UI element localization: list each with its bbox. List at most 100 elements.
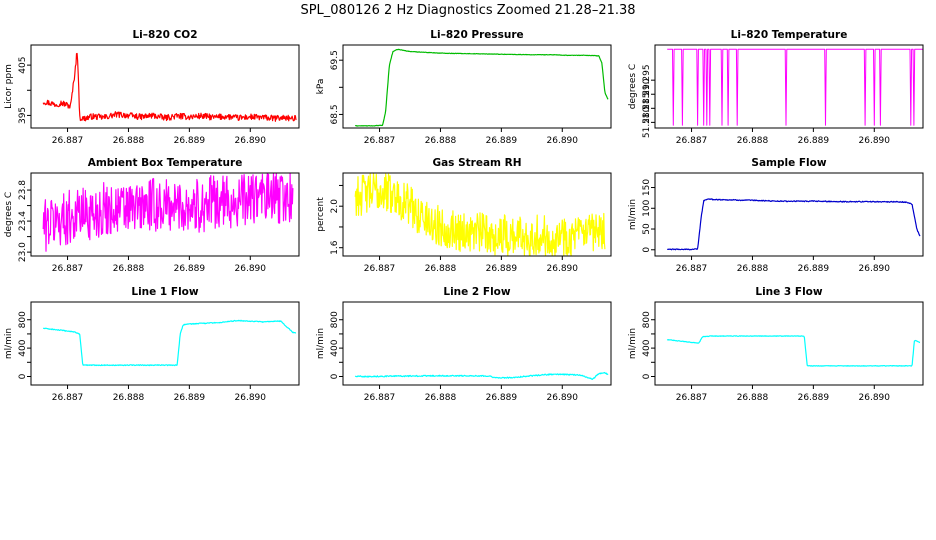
y-tick-label: 400	[18, 339, 28, 356]
y-tick-label: 400	[642, 339, 652, 356]
data-series-line	[42, 52, 297, 122]
y-tick-label: 23.0	[18, 242, 28, 262]
x-tick-label: 26.889	[798, 136, 830, 146]
y-axis-label: ml/min	[628, 199, 638, 230]
x-tick-label: 26.888	[425, 136, 457, 146]
y-axis-label: percent	[316, 197, 326, 232]
y-tick-label: 400	[330, 339, 340, 356]
plot-frame	[654, 301, 924, 386]
plot-frame	[30, 301, 300, 386]
x-tick-label: 26.888	[425, 393, 457, 403]
x-tick-label: 26.890	[547, 264, 579, 274]
chart-panel: Line 2 Flow 26.887 26.888 26.889 26.890 0 400 8…	[316, 286, 612, 403]
y-tick-label: 69.5	[330, 50, 340, 70]
y-axis-label: Licor ppm	[4, 64, 14, 109]
y-tick-label: 395	[18, 107, 28, 124]
data-series-line	[42, 172, 294, 252]
x-tick-label: 26.888	[425, 264, 457, 274]
data-series-line	[666, 335, 921, 367]
chart-panel: Sample Flow 26.887 26.888 26.889 26.890 0 50 10…	[628, 157, 924, 274]
y-tick-label: 0	[642, 247, 652, 253]
chart-panel: Li–820 CO2 26.887 26.888 26.889 26.890 395 405…	[4, 29, 300, 146]
plot-frame	[30, 44, 300, 129]
y-tick-label: 0	[330, 373, 340, 379]
y-tick-label: 800	[642, 311, 652, 328]
panel-title: Line 2 Flow	[443, 286, 510, 298]
x-tick-label: 26.890	[859, 136, 891, 146]
panel-title: Li–820 CO2	[132, 29, 197, 41]
x-tick-label: 26.890	[235, 136, 267, 146]
x-tick-label: 26.888	[737, 136, 769, 146]
y-tick-label: 800	[18, 311, 28, 328]
panel-title: Li–820 Temperature	[731, 29, 848, 41]
data-series-line	[354, 48, 609, 127]
x-tick-label: 26.889	[174, 264, 206, 274]
x-tick-label: 26.887	[364, 264, 396, 274]
x-tick-label: 26.887	[676, 136, 708, 146]
y-axis-label: kPa	[316, 79, 326, 95]
data-series-line	[42, 319, 296, 367]
x-tick-label: 26.887	[364, 136, 396, 146]
data-series-line	[354, 173, 606, 257]
y-axis-label: ml/min	[628, 328, 638, 359]
y-tick-label: 51.285	[642, 93, 652, 125]
y-tick-label: 2.0	[330, 199, 340, 214]
y-tick-label: 0	[642, 373, 652, 379]
x-tick-label: 26.889	[486, 264, 518, 274]
x-tick-label: 26.889	[174, 393, 206, 403]
x-tick-label: 26.887	[52, 136, 84, 146]
data-series-line	[667, 48, 923, 126]
y-tick-label: 23.4	[18, 211, 28, 231]
y-tick-label: 51.280	[642, 106, 652, 138]
x-tick-label: 26.890	[859, 393, 891, 403]
panel-title: Sample Flow	[751, 157, 826, 169]
x-tick-label: 26.889	[174, 136, 206, 146]
y-tick-label: 51.290	[642, 78, 652, 110]
chart-panel: Li–820 Temperature 26.887 26.888 26.889 26.8…	[628, 29, 924, 146]
x-tick-label: 26.888	[737, 393, 769, 403]
x-tick-label: 26.889	[798, 264, 830, 274]
chart-panel: Line 1 Flow 26.887 26.888 26.889 26.890 0 400 8…	[4, 286, 300, 403]
panel-title: Line 1 Flow	[131, 286, 198, 298]
y-tick-label: 150	[642, 179, 652, 196]
x-tick-label: 26.887	[676, 393, 708, 403]
panel-title: Line 3 Flow	[755, 286, 822, 298]
x-tick-label: 26.889	[486, 393, 518, 403]
chart-panel: Ambient Box Temperature 26.887 26.888 26.88…	[4, 157, 300, 274]
chart-panel: Gas Stream RH 26.887 26.888 26.889 26.890 1.6…	[316, 157, 612, 274]
x-tick-label: 26.888	[737, 264, 769, 274]
x-tick-label: 26.887	[364, 393, 396, 403]
x-tick-label: 26.889	[486, 136, 518, 146]
y-tick-label: 800	[330, 311, 340, 328]
x-tick-label: 26.890	[547, 393, 579, 403]
y-axis-label: degrees C	[4, 192, 14, 237]
plot-frame	[342, 44, 612, 129]
chart-panel: Line 3 Flow 26.887 26.888 26.889 26.890 0 400 8…	[628, 286, 924, 403]
y-axis-label: ml/min	[316, 328, 326, 359]
plot-frame	[654, 44, 924, 129]
x-tick-label: 26.890	[235, 393, 267, 403]
y-tick-label: 23.8	[18, 180, 28, 200]
x-tick-label: 26.888	[113, 264, 145, 274]
x-tick-label: 26.887	[52, 264, 84, 274]
x-tick-label: 26.887	[52, 393, 84, 403]
y-axis-label: degrees C	[628, 64, 638, 109]
chart-panel: Li–820 Pressure 26.887 26.888 26.889 26.890 6…	[316, 29, 612, 146]
figure-title: SPL_080126 2 Hz Diagnostics Zoomed 21.28…	[300, 3, 635, 18]
plot-frame	[342, 301, 612, 386]
x-tick-label: 26.890	[235, 264, 267, 274]
panel-title: Gas Stream RH	[432, 157, 521, 169]
x-tick-label: 26.890	[859, 264, 891, 274]
plot-frame	[654, 172, 924, 257]
plot-frame	[30, 172, 300, 257]
x-tick-label: 26.890	[547, 136, 579, 146]
panel-title: Ambient Box Temperature	[88, 157, 243, 169]
y-tick-label: 405	[18, 57, 28, 74]
data-series-line	[354, 371, 609, 380]
y-tick-label: 68.5	[330, 104, 340, 124]
y-tick-label: 100	[642, 199, 652, 216]
chart-panels: Li–820 CO2 26.887 26.888 26.889 26.890 395 405…	[4, 29, 924, 403]
y-tick-label: 0	[18, 373, 28, 379]
